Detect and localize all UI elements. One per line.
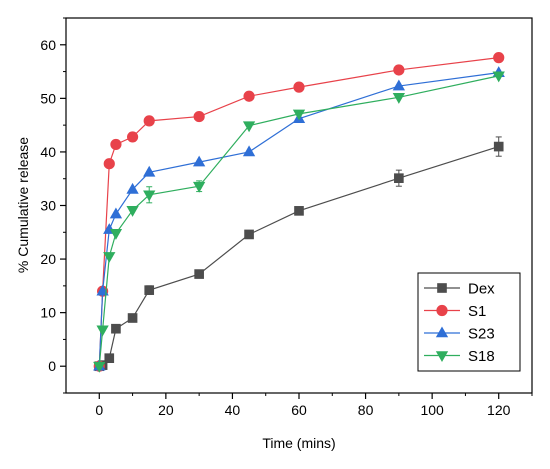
series-layer	[93, 52, 505, 373]
legend-label: S18	[468, 348, 495, 365]
data-point	[143, 190, 156, 202]
series-s18	[93, 71, 505, 373]
data-point	[143, 115, 155, 127]
legend-marker	[436, 304, 448, 317]
data-point	[394, 173, 404, 183]
data-point	[242, 121, 256, 133]
data-point	[104, 353, 115, 363]
data-point	[93, 361, 106, 373]
legend-label: S1	[468, 303, 486, 320]
x-tick-label: 0	[95, 402, 103, 418]
data-point	[393, 64, 405, 76]
data-point	[392, 79, 406, 91]
data-point	[110, 138, 122, 151]
data-point	[493, 141, 504, 152]
y-tick-label: 60	[40, 37, 56, 53]
data-point	[126, 182, 139, 194]
data-point	[392, 92, 406, 104]
y-axis-title: % Cumulative release	[15, 137, 31, 273]
data-point	[193, 110, 205, 123]
y-tick-label: 10	[40, 305, 56, 321]
legend-marker	[435, 351, 449, 363]
legend-marker	[437, 283, 447, 293]
legend-item-s1: S1	[424, 303, 486, 320]
data-point	[103, 158, 115, 170]
legend-item-s18: S18	[424, 348, 495, 365]
legend-item-dex: Dex	[424, 281, 495, 298]
data-point	[242, 145, 256, 157]
data-point	[143, 165, 156, 177]
legend-label: S23	[468, 326, 495, 343]
y-tick-label: 20	[40, 251, 56, 267]
x-tick-label: 20	[158, 402, 174, 418]
y-tick-label: 0	[48, 358, 56, 374]
data-point	[111, 323, 121, 334]
y-tick-label: 50	[40, 90, 56, 106]
legend-box	[417, 272, 521, 372]
data-point	[292, 109, 306, 121]
data-point	[144, 285, 155, 295]
x-tick-label: 100	[420, 402, 444, 418]
legend-item-s23: S23	[424, 326, 495, 343]
legend-marker	[435, 326, 449, 338]
data-point	[109, 207, 123, 219]
data-point	[126, 131, 139, 143]
data-point	[109, 229, 123, 240]
data-point	[127, 313, 138, 323]
x-tick-label: 80	[358, 402, 374, 418]
data-point	[493, 52, 505, 64]
data-point	[192, 181, 206, 193]
data-point	[126, 206, 139, 217]
data-point	[194, 269, 204, 279]
x-tick-label: 120	[487, 402, 511, 418]
x-tick-label: 40	[225, 402, 241, 418]
axis-ticks: 0 20 40 60 80 100 120 0 10 20 30 40 50 60	[40, 17, 533, 418]
x-axis-title: Time (mins)	[262, 435, 335, 451]
data-point	[492, 71, 505, 83]
data-point	[244, 229, 254, 240]
data-point	[293, 81, 305, 93]
legend-label: Dex	[468, 281, 495, 298]
legend: Dex S1 S23 S18	[417, 272, 521, 372]
data-point	[243, 90, 255, 102]
data-point	[96, 284, 109, 296]
data-point	[192, 155, 206, 167]
y-tick-label: 40	[40, 144, 56, 160]
data-point	[294, 206, 304, 216]
y-tick-label: 30	[40, 198, 56, 214]
data-point	[103, 252, 116, 263]
x-tick-label: 60	[291, 402, 307, 418]
data-point	[96, 325, 109, 337]
